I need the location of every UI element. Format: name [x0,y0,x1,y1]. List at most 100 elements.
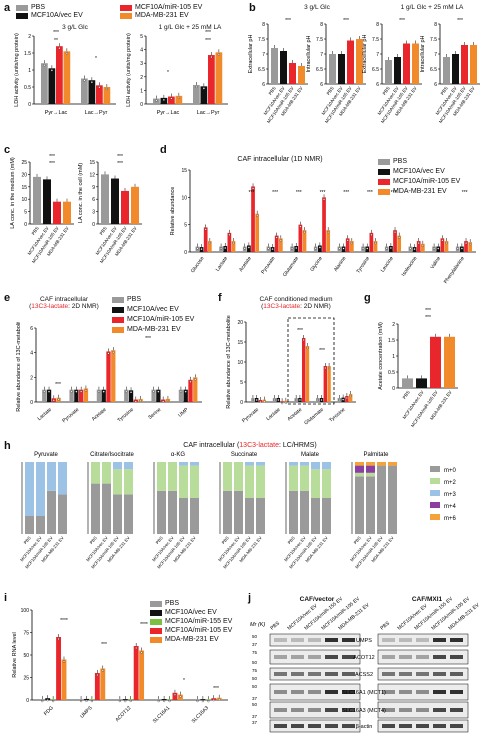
bar [83,388,89,402]
blot-band [325,690,338,694]
y-tick-label: 1.5 [24,51,31,57]
y-tick-label: 6 [92,197,95,203]
stacked-bar-segment [47,462,56,491]
significance-mark: *** [367,190,373,196]
swatch [120,5,132,11]
y-tick-label: 3 [140,61,143,67]
y-tick-label: 1 [28,68,31,74]
bar [227,232,232,252]
bar [84,698,89,700]
bar [56,637,62,700]
data-point [314,247,317,250]
legend-item: MCF10A/vec EV [16,12,83,20]
stacked-bar-segment [157,490,166,534]
x-tick-label: Alanine [333,256,348,273]
data-point [389,246,392,250]
bar [106,351,111,402]
legend-label: m+4 [444,504,457,510]
x-tick-label: Phenylalanine [443,256,466,285]
mw-marker: 50 [252,684,258,689]
stacked-bar-segment [311,498,320,534]
mw-marker: 37 [252,696,258,701]
x-tick-label: PBS [402,390,411,400]
swatch [378,179,390,185]
y-tick-label: 1 [140,88,143,94]
y-tick-label: 3 [92,210,95,216]
data-point [163,699,166,703]
bar [443,57,450,84]
panel-label-b: b [249,2,256,14]
y-axis-label: Acetate concentration (mM) [378,322,384,390]
bar [103,87,111,104]
y-tick-label: 0 [92,222,95,228]
stacked-bar-segment [91,483,100,534]
stacked-bar-segment [179,498,188,534]
data-point [456,247,459,250]
swatch [120,13,132,19]
y-axis-label: Extracellular pH [362,35,368,74]
significance-mark: * [95,56,97,62]
y-tick-label: 5 [24,210,27,216]
data-point [217,53,220,56]
data-point [271,248,274,251]
y-tick-label: 0 [240,400,243,406]
y-tick-label: 4 [30,351,33,357]
data-point [328,366,331,370]
significance-mark: *** [319,348,325,354]
bar [444,241,449,252]
bar [151,389,156,402]
y-tick-label: 5 [140,34,143,40]
legend-label: MCF10A/vec EV [31,12,83,19]
data-point [80,700,83,703]
x-tick-label: Pyruvate [241,407,260,424]
blot-band [291,655,304,659]
bar [195,699,200,700]
swatch [112,327,124,333]
data-point [58,47,61,50]
mw-marker: 50 [252,676,258,681]
blot-band [450,638,463,642]
chart-h-title: CAF intracellular (13C3-lactate: LC/HRMS… [150,442,350,449]
bar [175,95,183,104]
y-tick-label: 7.5 [430,37,437,43]
x-tick-label: Lactate [37,407,54,422]
mw-marker: 50 [252,660,258,665]
significance-mark: *** [425,308,431,314]
data-point [295,398,298,402]
legend-label: MCF10A/miR-105 EV [135,4,203,11]
x-tick-label: Glutamate [282,256,300,279]
bar [81,78,88,104]
blot-band [450,708,463,712]
blot-band [416,638,429,642]
data-point [201,700,204,703]
x-tick-label: Pyruvate [260,256,276,276]
blot-band [308,655,321,659]
bar [345,238,350,252]
y-tick-label: 0 [392,386,395,392]
data-point [218,698,221,701]
data-point [135,646,138,650]
data-point [279,239,282,242]
mw-marker: 50 [252,702,258,707]
y-tick-label: 0 [184,250,187,256]
stacked-bar-segment [245,498,254,534]
bar [101,174,109,224]
data-point [374,242,377,245]
stacked-bar-segment [366,462,375,466]
data-point [220,247,223,250]
blot-band [416,690,429,694]
bar [347,40,354,84]
data-point [232,242,235,245]
bar [302,338,306,402]
bar [48,68,56,104]
y-axis-label: Relative abundance of 13C-metabolite [226,315,232,409]
bar [111,178,119,224]
data-point [52,700,55,703]
blot-band [399,638,412,642]
data-point [398,236,401,239]
significance-mark: *** [101,642,107,648]
data-point [298,398,301,402]
bar [33,176,41,224]
x-tick-label: PBS [23,535,32,545]
data-point [65,52,68,55]
